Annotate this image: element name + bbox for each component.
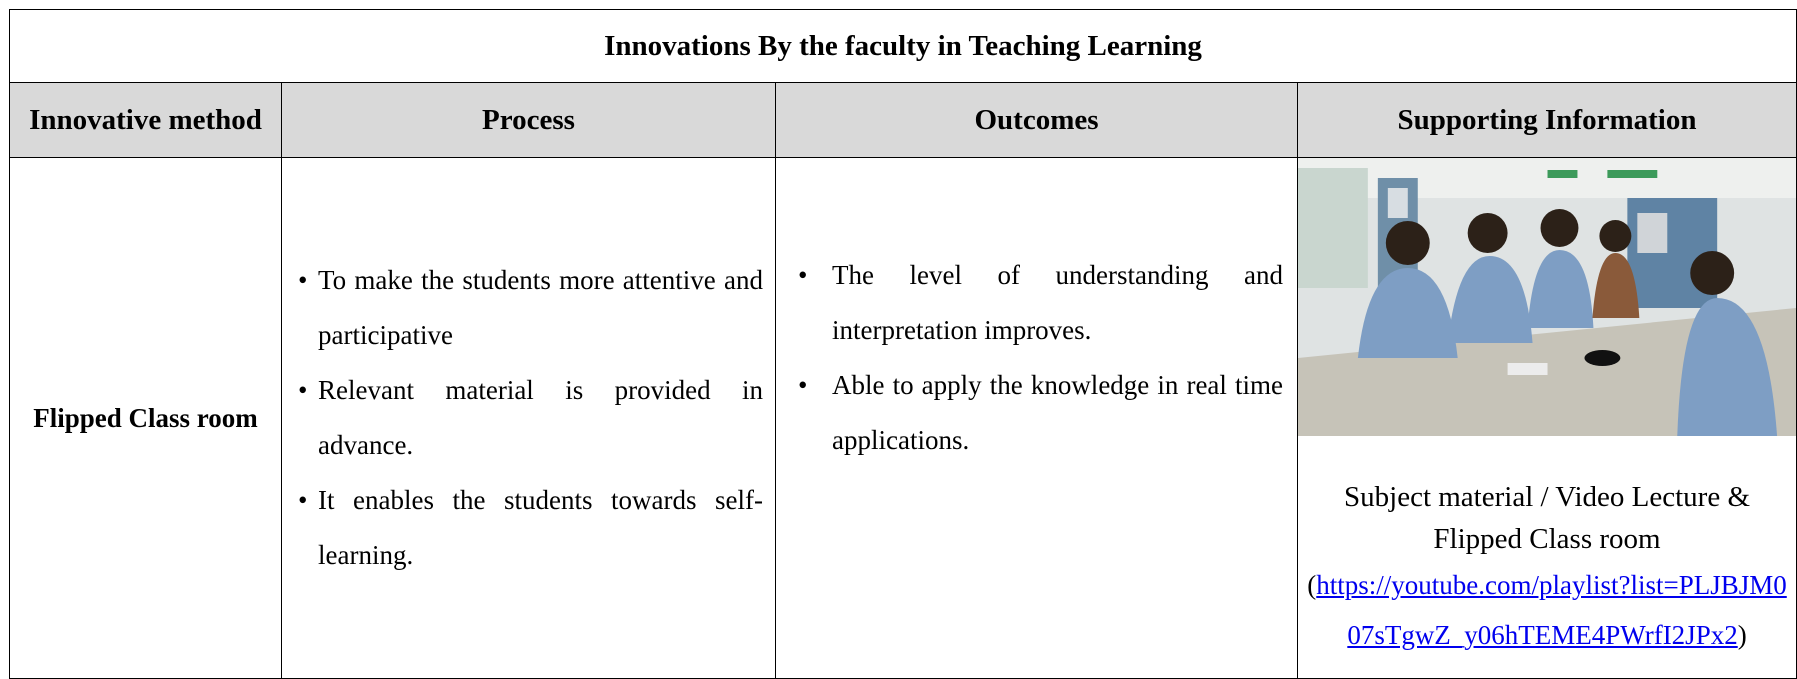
outcomes-cell: The level of understanding and interpret…: [775, 157, 1298, 679]
process-item: To make the students more attentive and …: [298, 253, 763, 363]
outcomes-list: The level of understanding and interpret…: [776, 248, 1297, 468]
header-cell: Process: [281, 82, 776, 158]
outcome-item: Able to apply the knowledge in real time…: [798, 358, 1283, 468]
outcome-item: The level of understanding and interpret…: [798, 248, 1283, 358]
process-item: Relevant material is provided in advance…: [298, 363, 763, 473]
process-cell: To make the students more attentive and …: [281, 157, 776, 679]
data-row: Flipped Class room To make the students …: [9, 157, 1797, 679]
link-line: (https://youtube.com/playlist?list=PLJBJ…: [1298, 560, 1796, 660]
supporting-cell: Subject material / Video Lecture & Flipp…: [1296, 157, 1797, 679]
table-title: Innovations By the faculty in Teaching L…: [8, 9, 1797, 83]
innovations-table: Innovations By the faculty in Teaching L…: [8, 9, 1797, 679]
playlist-link[interactable]: https://youtube.com/playlist?list=PLJBJM…: [1316, 570, 1787, 650]
header-row: Innovative method Process Outcomes Suppo…: [9, 82, 1797, 158]
header-cell: Innovative method: [9, 82, 282, 158]
header-cell: Supporting Information: [1296, 82, 1797, 158]
process-item: It enables the students towards self-lea…: [298, 473, 763, 583]
paren: (: [1307, 570, 1317, 600]
paren: ): [1737, 620, 1747, 650]
caption: Subject material / Video Lecture & Flipp…: [1344, 481, 1751, 555]
header-cell: Outcomes: [775, 82, 1298, 158]
classroom-photo: [1298, 158, 1797, 436]
process-list: To make the students more attentive and …: [282, 253, 775, 583]
method-cell: Flipped Class room: [9, 157, 282, 679]
